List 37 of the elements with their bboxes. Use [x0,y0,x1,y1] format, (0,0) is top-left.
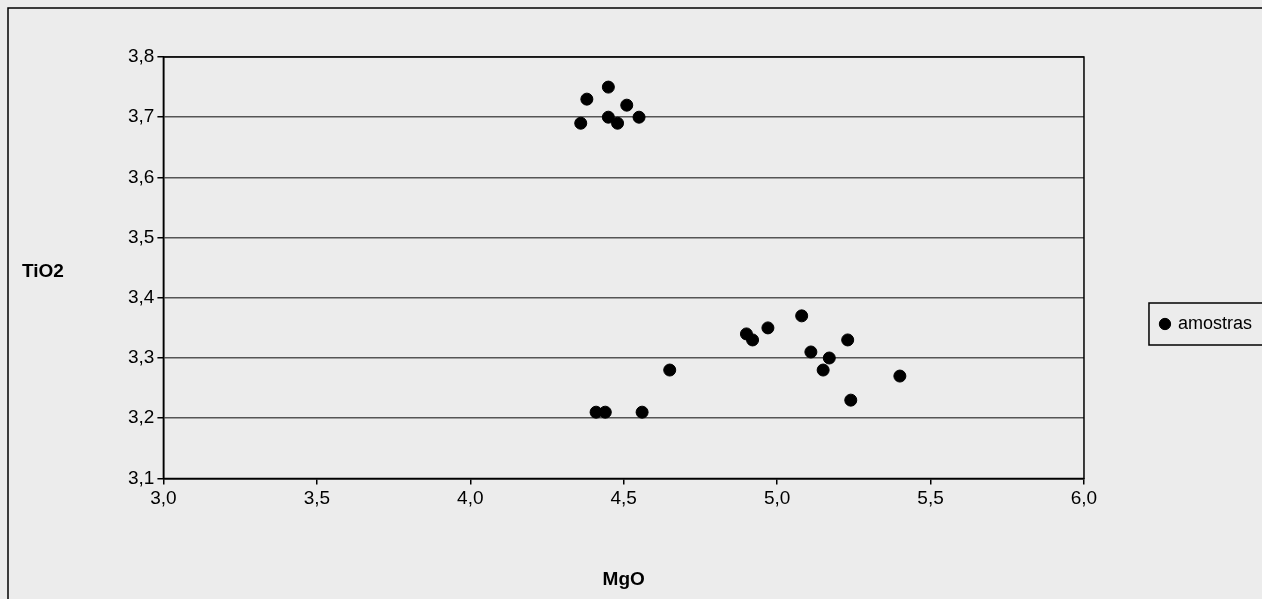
point [635,405,649,419]
point [804,345,818,359]
point [844,393,858,407]
point [611,116,625,130]
point [746,333,760,347]
y-tick-label: 3,5 [127,225,155,247]
y-tick-label: 3,1 [127,466,155,488]
y-tick-label: 3,4 [127,286,155,308]
legend-label: amostras [1177,312,1253,333]
point [574,116,588,130]
y-tick-label: 3,8 [127,45,155,67]
point [601,80,615,94]
y-tick-label: 3,6 [127,165,155,187]
point [598,405,612,419]
point [580,92,594,106]
y-tick-label: 3,2 [127,406,155,428]
x-tick-label: 3,0 [150,487,177,509]
point [601,110,615,124]
point [795,309,809,323]
point [822,351,836,365]
x-tick-label: 6,0 [1070,487,1098,509]
x-tick-label: 3,5 [303,487,331,509]
point [620,98,634,112]
y-tick-label: 3,7 [127,105,155,127]
y-axis-title: TiO2 [22,259,64,281]
point [893,369,907,383]
point [761,321,775,335]
x-axis-title: MgO [602,567,645,589]
x-tick-label: 4,5 [610,487,637,509]
x-tick-label: 5,0 [763,487,791,509]
point [841,333,855,347]
point [816,363,830,377]
point [632,110,646,124]
y-tick-label: 3,3 [127,346,155,368]
x-tick-label: 4,0 [457,487,484,509]
point [663,363,677,377]
x-tick-label: 5,5 [917,487,944,509]
